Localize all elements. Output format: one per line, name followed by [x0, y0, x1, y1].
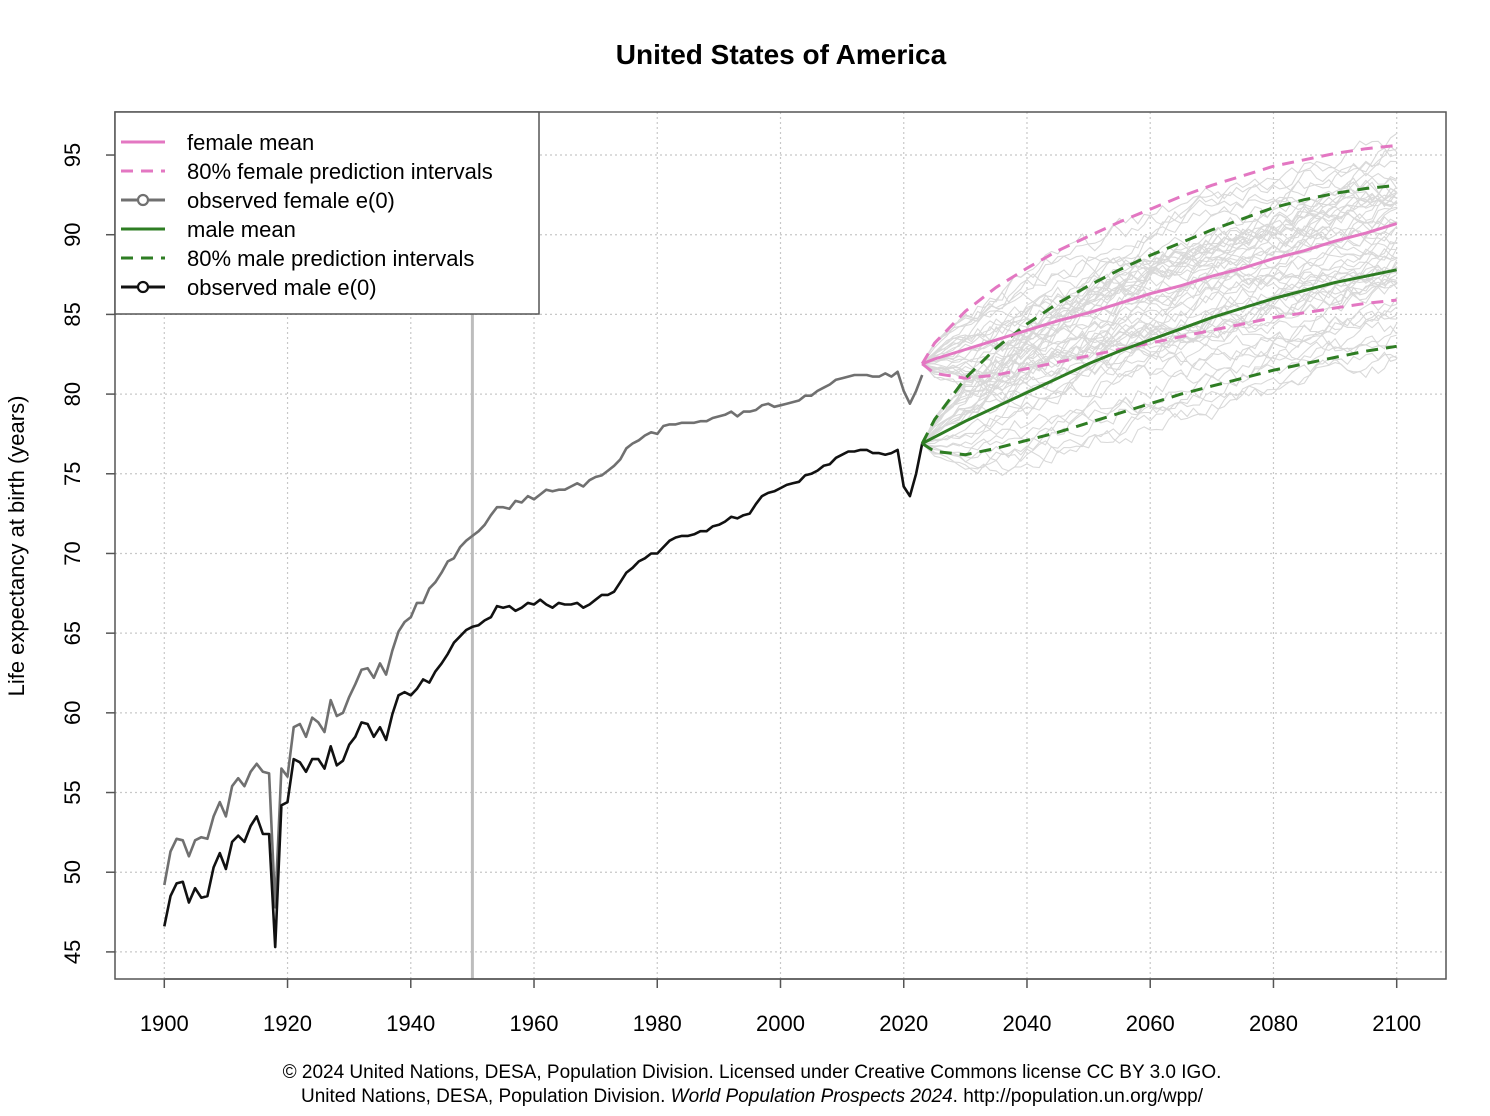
legend-label: 80% female prediction intervals — [187, 159, 493, 184]
trajectory-line — [921, 235, 1397, 444]
trajectory-line — [921, 323, 1398, 458]
legend-label: observed female e(0) — [187, 188, 395, 213]
legend-label: male mean — [187, 217, 296, 242]
trajectory-line — [921, 177, 1397, 444]
trajectory-line — [921, 259, 1398, 373]
male-lower-pi-line — [921, 344, 1397, 457]
trajectory-line — [921, 226, 1398, 444]
y-tick-label: 55 — [60, 780, 85, 804]
legend: female mean 80% female prediction interva… — [114, 111, 540, 315]
legend-marker — [136, 280, 150, 294]
credit-line-2-prefix: United Nations, DESA, Population Divisio… — [301, 1086, 665, 1107]
credit-line-2-italic: World Population Prospects 2024 — [671, 1086, 953, 1107]
x-tick-label: 1920 — [263, 1011, 312, 1036]
trajectory-line — [921, 248, 1397, 444]
male-mean-line — [921, 268, 1398, 445]
trajectory-line — [921, 177, 1397, 444]
female-lower-pi-line — [921, 298, 1397, 380]
trajectory-line — [921, 260, 1397, 444]
legend-label: observed male e(0) — [187, 275, 377, 300]
female-upper-pi-line — [920, 144, 1397, 365]
trajectory-line — [921, 355, 1397, 475]
trajectory-line — [921, 186, 1398, 444]
chart-title: United States of America — [616, 39, 947, 70]
y-tick-label: 50 — [60, 860, 85, 884]
credit-line-2-suffix: . http://population.un.org/wpp/ — [953, 1086, 1204, 1107]
x-tick-label: 2060 — [1126, 1011, 1175, 1036]
y-tick-label: 70 — [60, 541, 85, 565]
observed-male-line — [163, 443, 924, 949]
x-tick-label: 1960 — [510, 1011, 559, 1036]
x-tick-label: 2040 — [1003, 1011, 1052, 1036]
observed-female-line — [163, 370, 924, 909]
y-tick-label: 45 — [60, 940, 85, 964]
x-tick-label: 1940 — [386, 1011, 435, 1036]
y-tick-label: 75 — [60, 462, 85, 486]
trajectory-line — [921, 133, 1398, 365]
trajectory-line — [922, 335, 1397, 469]
y-tick-label: 80 — [60, 382, 85, 406]
trajectory-line — [921, 191, 1397, 365]
trajectory-line — [922, 301, 1397, 445]
series — [163, 144, 1398, 949]
trajectory-line — [922, 255, 1397, 373]
x-tick-label: 1900 — [140, 1011, 189, 1036]
trajectory-line — [922, 310, 1397, 451]
male-upper-pi-line — [920, 183, 1397, 445]
legend-label: female mean — [187, 130, 314, 155]
x-axis: 1900 1920 1940 1960 1980 2000 2020 2040 2060 2080… — [140, 978, 1421, 1036]
trajectory-line — [921, 248, 1397, 444]
credit-line-2: United Nations, DESA, Population Divisio… — [301, 1086, 1204, 1107]
trajectory-line — [921, 184, 1398, 365]
y-tick-label: 65 — [60, 621, 85, 645]
trajectory-line — [921, 351, 1397, 477]
credit-line-1: © 2024 United Nations, DESA, Population … — [283, 1062, 1222, 1083]
female-mean-line — [921, 222, 1398, 366]
x-tick-label: 2000 — [756, 1011, 805, 1036]
trajectory-line — [921, 192, 1398, 444]
y-tick-label: 85 — [60, 302, 85, 326]
x-tick-label: 1980 — [633, 1011, 682, 1036]
trajectory-line — [921, 306, 1398, 408]
y-tick-label: 90 — [60, 222, 85, 246]
legend-label: 80% male prediction intervals — [187, 246, 474, 271]
x-tick-label: 2020 — [879, 1011, 928, 1036]
trajectory-line — [921, 334, 1397, 459]
legend-box — [114, 111, 540, 315]
x-tick-label: 2080 — [1249, 1011, 1298, 1036]
x-tick-label: 2100 — [1372, 1011, 1421, 1036]
y-tick-label: 60 — [60, 701, 85, 725]
trajectory-line — [921, 219, 1397, 365]
y-axis: 45 50 55 60 65 70 75 80 85 90 95 — [60, 143, 115, 964]
trajectory-line — [921, 160, 1397, 365]
trajectory-line — [921, 199, 1397, 444]
y-axis-label: Life expectancy at birth (years) — [4, 396, 29, 697]
trajectory-lines — [921, 133, 1398, 477]
legend-marker — [136, 193, 150, 207]
y-tick-label: 95 — [60, 143, 85, 167]
